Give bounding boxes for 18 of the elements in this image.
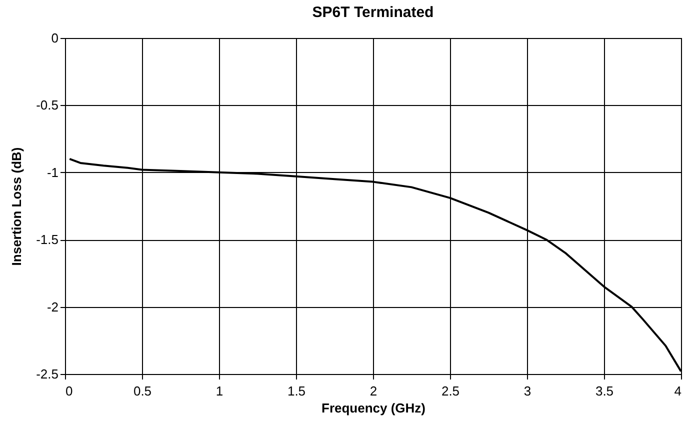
x-tick-label: 2 <box>370 384 378 398</box>
y-tick-label: -0.5 <box>36 98 58 113</box>
y-tick-label: 0 <box>51 30 58 46</box>
x-tick-label: 0.5 <box>133 384 152 398</box>
x-tick-label: 0 <box>66 384 73 398</box>
x-tick-label: 1.5 <box>287 384 306 398</box>
y-tick-label: -1 <box>46 164 58 180</box>
y-tick-label: -1.5 <box>36 232 58 248</box>
x-tick-label: 4 <box>674 384 682 398</box>
y-tick-label: -2 <box>46 299 58 314</box>
x-tick-label: 3 <box>524 384 532 398</box>
x-axis-title: Frequency (GHz) <box>321 400 426 416</box>
y-axis-title: Insertion Loss (dB) <box>9 147 24 266</box>
x-tick-label: 1 <box>216 384 224 398</box>
chart-title: SP6T Terminated <box>312 4 434 21</box>
x-tick-label: 3.5 <box>595 384 614 398</box>
y-tick-label: -2.5 <box>36 366 58 382</box>
x-tick-label: 2.5 <box>441 384 460 398</box>
